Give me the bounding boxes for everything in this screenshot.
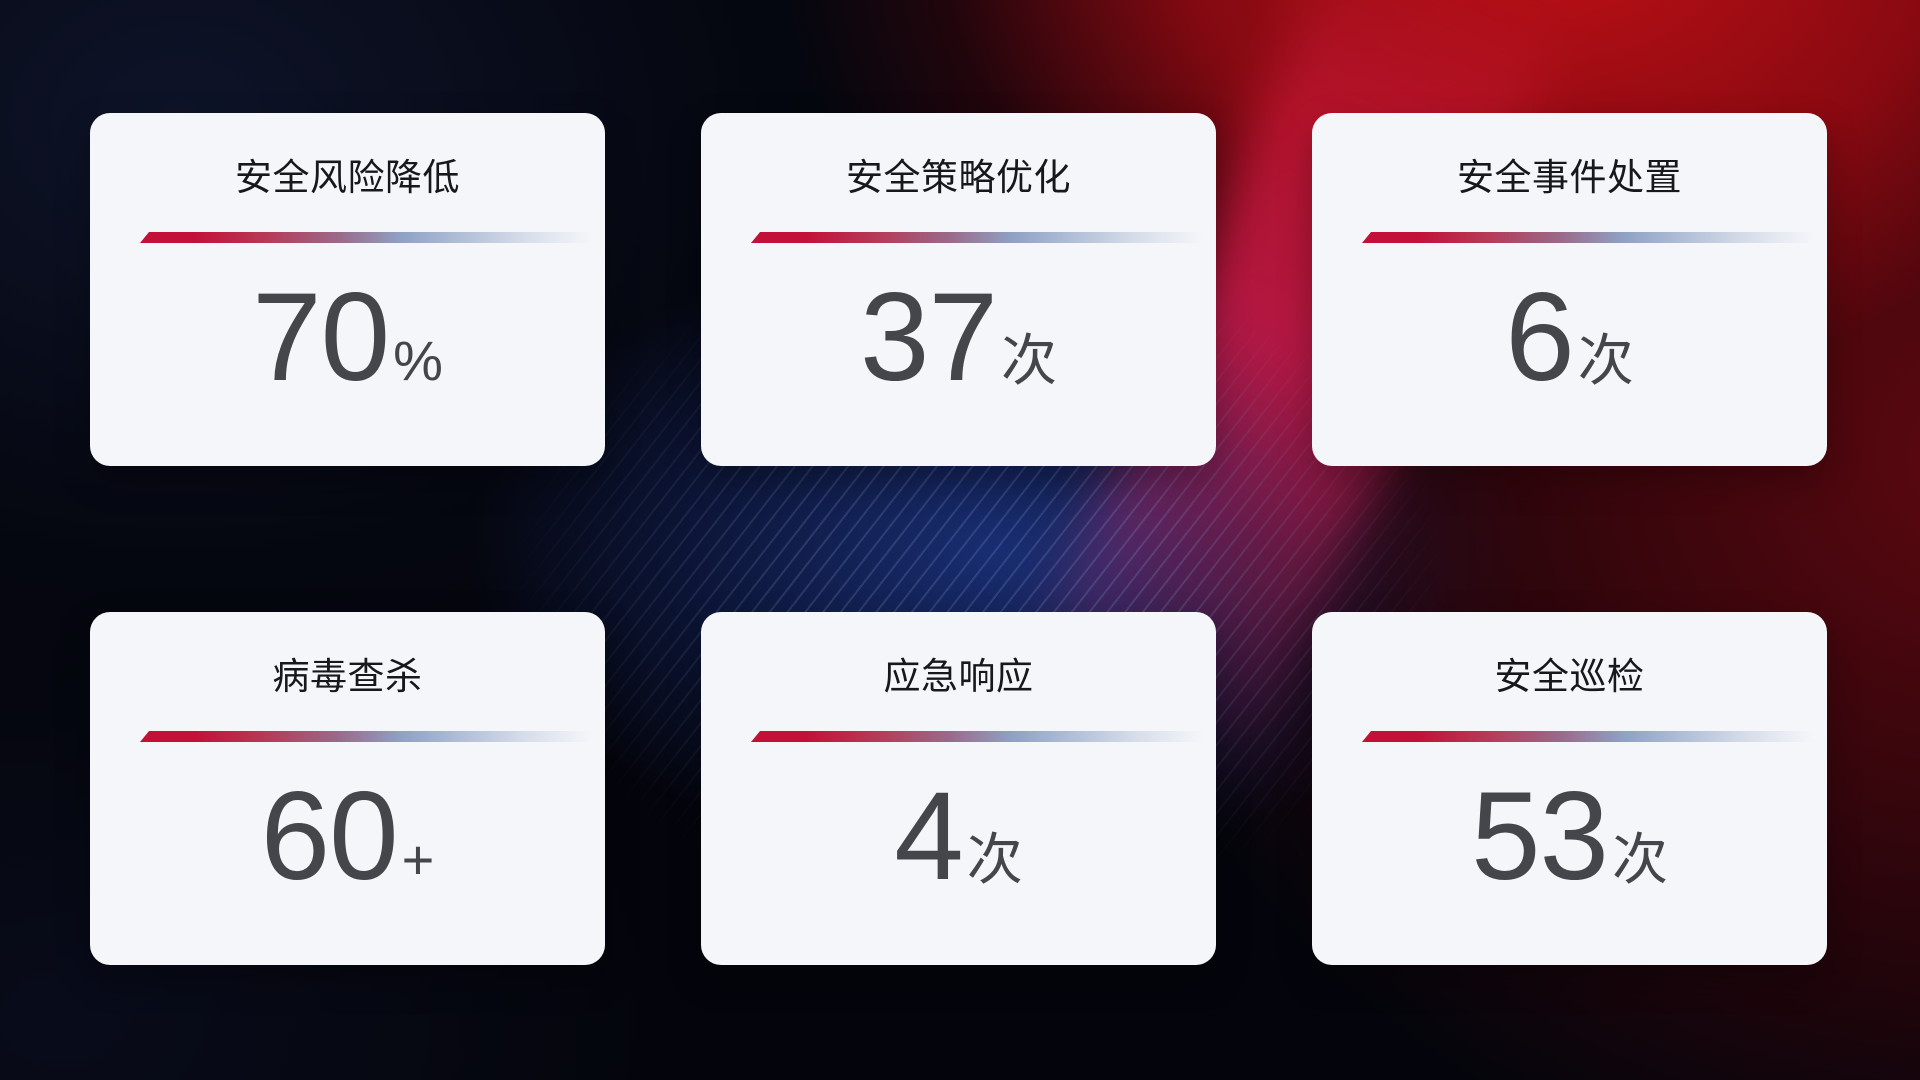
card-title: 安全事件处置 bbox=[1457, 157, 1682, 198]
value-number: 37 bbox=[859, 268, 998, 407]
divider-line bbox=[140, 731, 592, 742]
value-number: 4 bbox=[894, 767, 964, 906]
card-title: 安全风险降低 bbox=[235, 157, 460, 198]
value-number: 60 bbox=[260, 767, 399, 906]
value-suffix: 次 bbox=[1612, 828, 1669, 891]
divider-line bbox=[1362, 232, 1814, 243]
stat-card-security-inspection: 安全巡检 53 次 bbox=[1312, 612, 1827, 965]
value-suffix: 次 bbox=[966, 828, 1023, 891]
card-value: 6 次 bbox=[1312, 275, 1827, 400]
card-title: 安全巡检 bbox=[1494, 656, 1645, 697]
card-value: 4 次 bbox=[701, 774, 1216, 899]
value-suffix: 次 bbox=[1001, 329, 1058, 392]
value-number: 53 bbox=[1470, 767, 1609, 906]
divider-line bbox=[751, 731, 1203, 742]
value-number: 70 bbox=[252, 268, 390, 407]
stat-card-virus-scan: 病毒查杀 60 + bbox=[90, 612, 605, 965]
divider-line bbox=[1362, 731, 1814, 742]
stat-card-incident-handling: 安全事件处置 6 次 bbox=[1312, 113, 1827, 466]
card-title: 应急响应 bbox=[883, 656, 1034, 697]
value-number: 6 bbox=[1505, 268, 1575, 407]
card-value: 53 次 bbox=[1312, 774, 1827, 899]
stat-card-risk-reduction: 安全风险降低 70 % bbox=[90, 113, 605, 466]
card-value: 60 + bbox=[90, 774, 605, 899]
divider-line bbox=[140, 232, 592, 243]
stat-card-emergency-response: 应急响应 4 次 bbox=[701, 612, 1216, 965]
stats-grid: 安全风险降低 70 % 安全策略优化 37 次 安全事件处置 6 次 病毒查 bbox=[90, 113, 1827, 965]
value-suffix: 次 bbox=[1577, 329, 1634, 392]
card-value: 37 次 bbox=[701, 275, 1216, 400]
value-suffix: % bbox=[393, 329, 443, 392]
stat-card-policy-optimization: 安全策略优化 37 次 bbox=[701, 113, 1216, 466]
divider-line bbox=[751, 232, 1203, 243]
card-title: 安全策略优化 bbox=[846, 157, 1071, 198]
card-title: 病毒查杀 bbox=[272, 656, 423, 697]
card-value: 70 % bbox=[90, 275, 605, 400]
value-suffix: + bbox=[401, 828, 435, 891]
